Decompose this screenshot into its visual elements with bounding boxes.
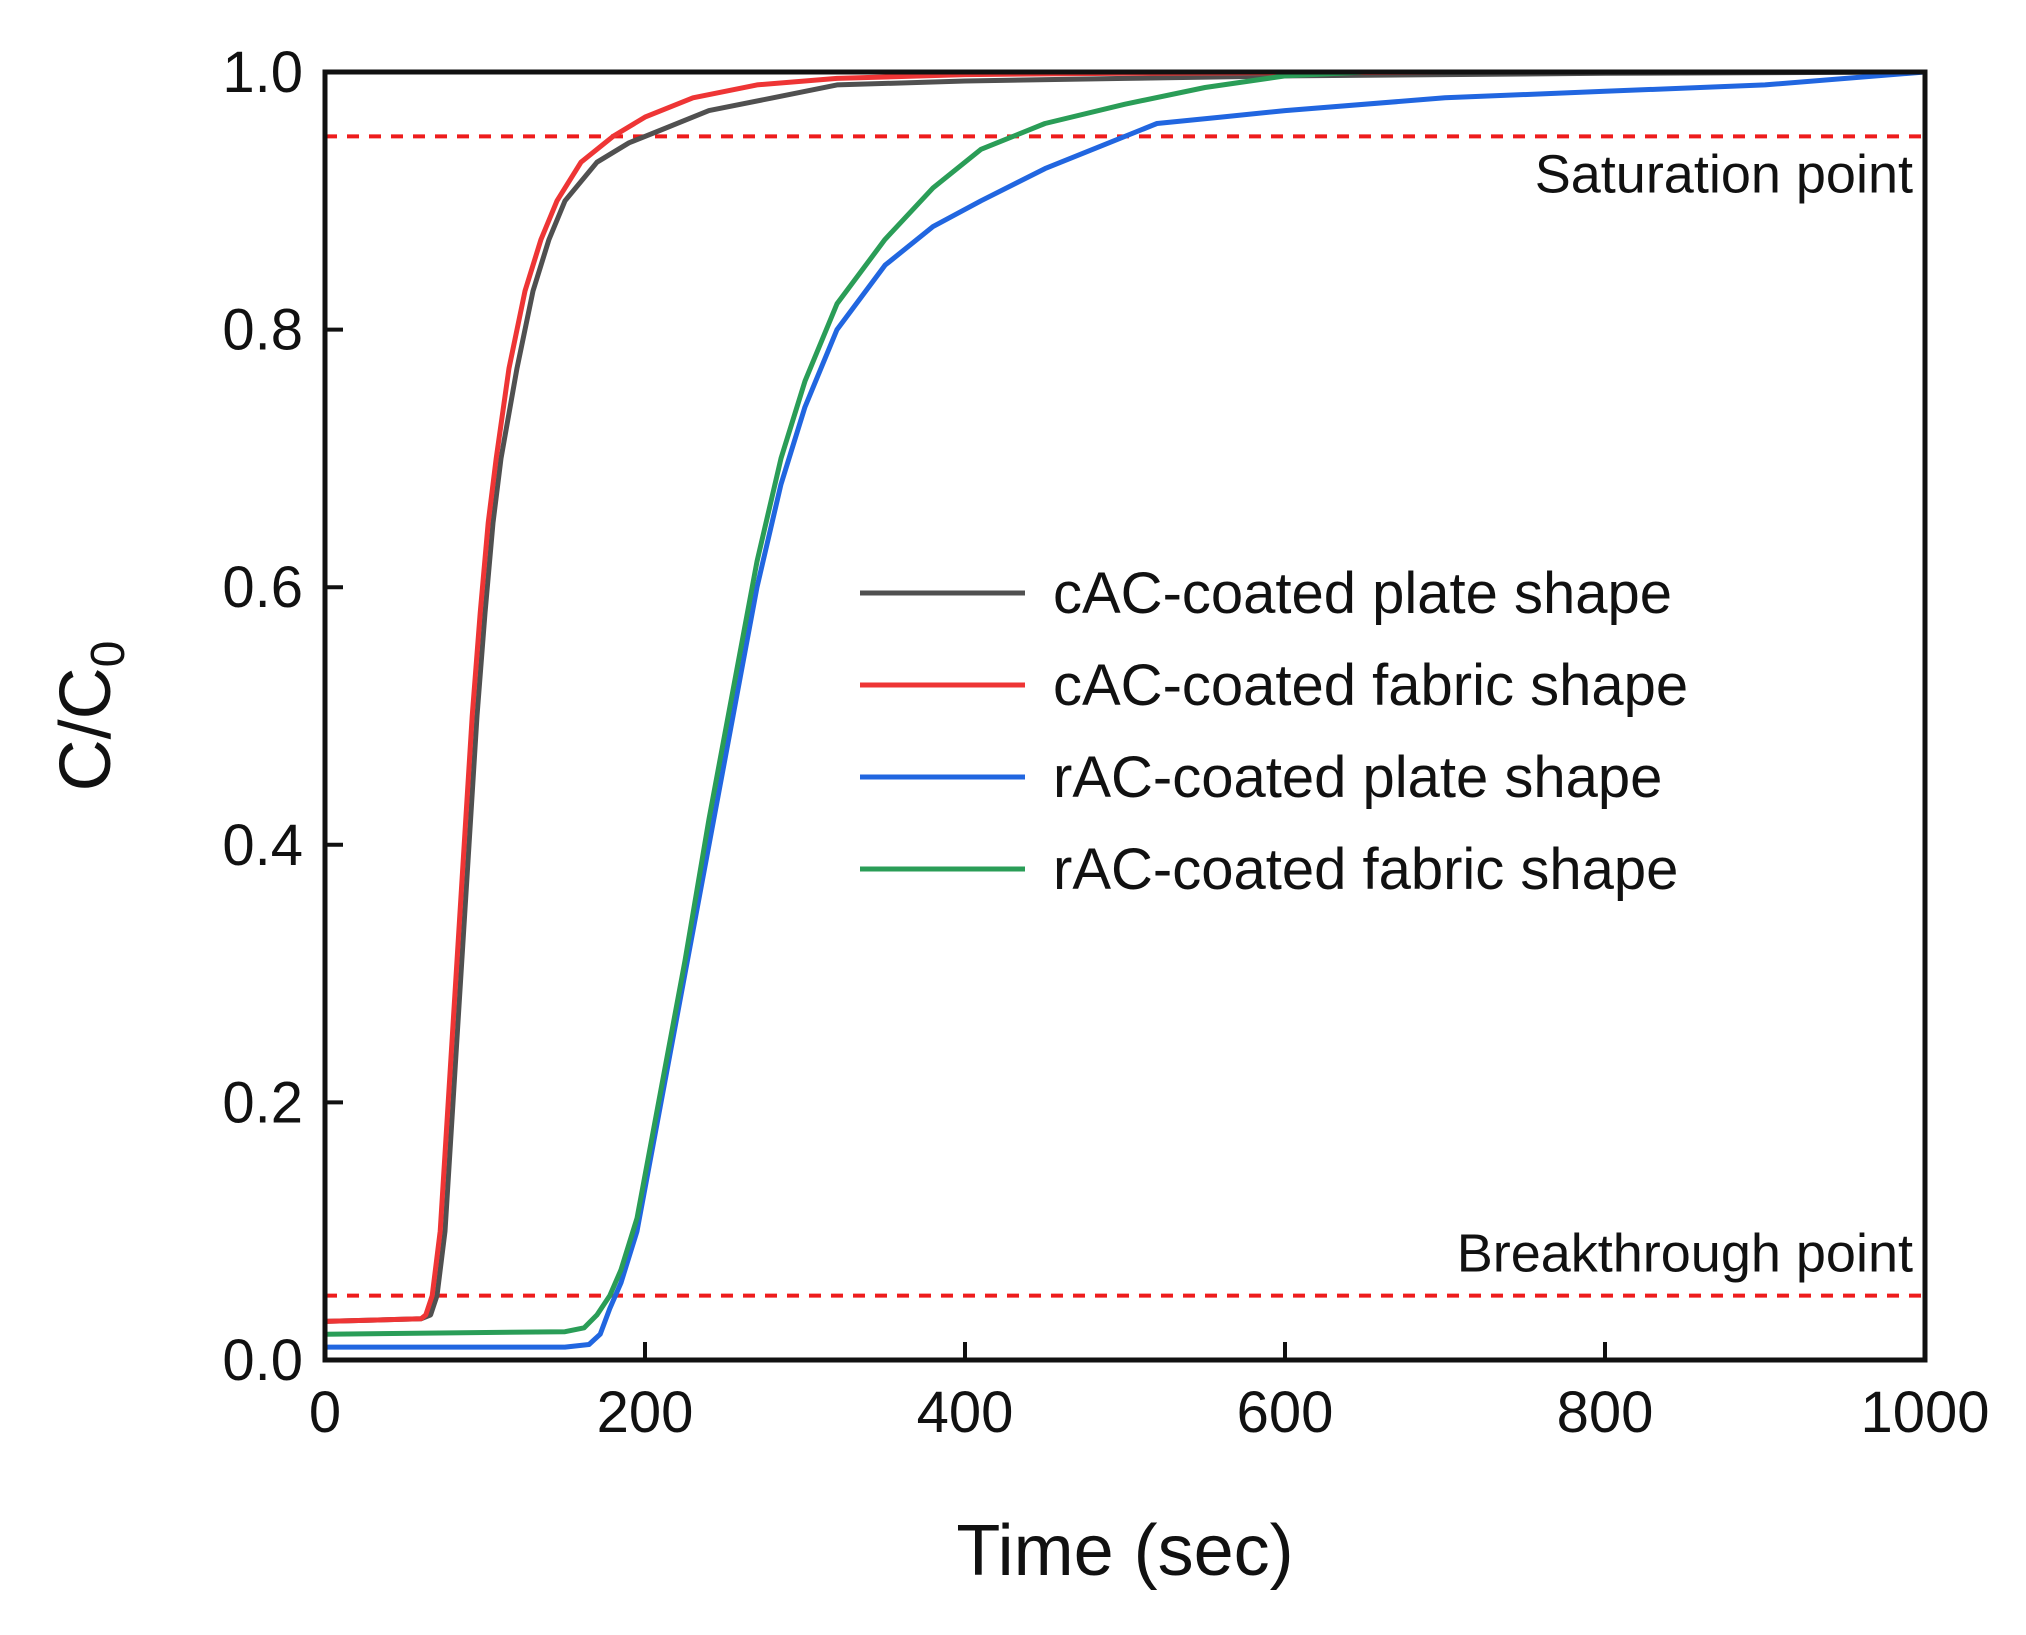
reference-line-label: Saturation point [1535, 144, 1913, 204]
series-layer [322, 69, 1928, 1350]
y-axis-title-main: C/C [46, 667, 126, 791]
x-tick-label: 800 [1557, 1380, 1654, 1445]
x-tick-label: 0 [309, 1380, 341, 1445]
y-axis-title: C/C0 [46, 641, 135, 792]
reference-lines: Saturation point Breakthrough point [325, 134, 1925, 1298]
y-tick-label: 0.2 [222, 1070, 303, 1135]
x-tick-label: 200 [597, 1380, 694, 1445]
series-line [322, 69, 1928, 1324]
y-tick-label: 0.0 [222, 1328, 303, 1393]
legend-label: cAC-coated fabric shape [1053, 653, 1688, 718]
x-axis: 0 200 400 600 800 1000 [309, 1342, 1990, 1445]
x-tick-label: 400 [917, 1380, 1014, 1445]
reference-line-label: Breakthrough point [1457, 1224, 1913, 1284]
legend: cAC-coated plate shape cAC-coated fabric … [860, 561, 1688, 902]
y-tick-label: 0.4 [222, 813, 303, 878]
y-axis: 0.0 0.2 0.4 0.6 0.8 1.0 [222, 40, 343, 1393]
x-tick-label: 600 [1237, 1380, 1334, 1445]
legend-label: cAC-coated plate shape [1053, 561, 1672, 626]
y-tick-label: 0.8 [222, 298, 303, 363]
y-tick-label: 1.0 [222, 40, 303, 105]
y-tick-label: 0.6 [222, 555, 303, 620]
legend-label: rAC-coated fabric shape [1053, 837, 1678, 902]
x-tick-label: 1000 [1860, 1380, 1989, 1445]
legend-label: rAC-coated plate shape [1053, 745, 1662, 810]
series-line [322, 69, 1928, 1350]
series-line [322, 69, 1928, 1337]
x-axis-title: Time (sec) [956, 1511, 1293, 1591]
y-axis-title-subscript: 0 [82, 641, 135, 668]
plot-frame [322, 69, 1928, 1363]
series-line [322, 69, 1928, 1324]
